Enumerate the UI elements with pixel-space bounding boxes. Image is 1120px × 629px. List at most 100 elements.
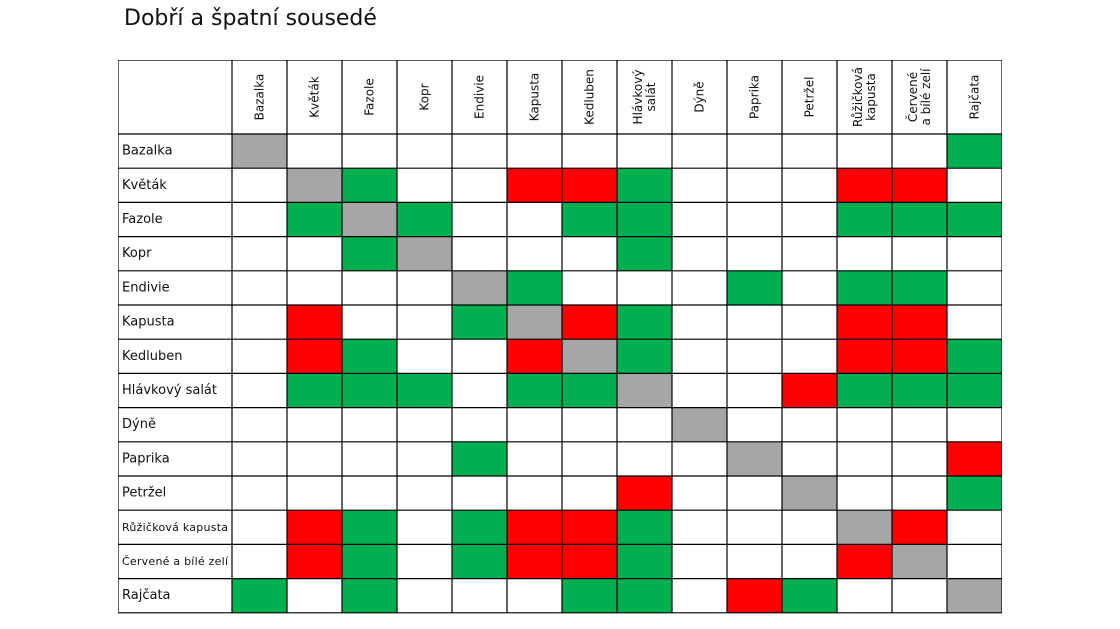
row-label-kvetak: Květák: [122, 178, 167, 193]
cell-none: [782, 134, 837, 169]
cell-none: [727, 510, 782, 545]
row-label-endivie: Endivie: [122, 280, 170, 295]
column-header-cervene-a-bile-zeli: Červené: [905, 72, 920, 122]
cell-self: [947, 578, 1002, 613]
cell-none: [727, 407, 782, 442]
column-header-kedluben: Kedluben: [583, 69, 597, 125]
cell-good: [892, 202, 947, 237]
cell-none: [727, 134, 782, 169]
cell-none: [342, 305, 397, 340]
cell-none: [397, 407, 452, 442]
cell-none: [232, 236, 287, 271]
cell-none: [507, 236, 562, 271]
cell-good: [507, 373, 562, 408]
matrix-labels: Bazalka Květák Fazole Kopr Endivie Kapusta Ked…: [122, 67, 982, 603]
column-header-hlavkovy-salat: salát: [644, 82, 658, 111]
cell-none: [397, 270, 452, 305]
column-header-petrzel: Petržel: [803, 77, 817, 118]
cell-none: [782, 236, 837, 271]
cell-none: [342, 270, 397, 305]
cell-none: [892, 476, 947, 511]
cell-good: [617, 202, 672, 237]
cell-good: [617, 168, 672, 203]
cell-bad: [837, 305, 892, 340]
cell-none: [727, 168, 782, 203]
cell-good: [397, 202, 452, 237]
column-header-hlavkovy-salat: Hlávkový: [631, 70, 645, 125]
cell-bad: [287, 510, 342, 545]
cell-bad: [782, 373, 837, 408]
cell-good: [837, 202, 892, 237]
cell-none: [452, 168, 507, 203]
cell-none: [232, 407, 287, 442]
cell-none: [397, 476, 452, 511]
matrix-gridlines: [118, 60, 1002, 614]
cell-none: [507, 476, 562, 511]
cell-none: [837, 134, 892, 169]
cell-good: [287, 373, 342, 408]
cell-self: [892, 544, 947, 579]
cell-none: [397, 441, 452, 476]
row-label-dyne: Dýně: [122, 417, 156, 432]
row-label-fazole: Fazole: [122, 212, 163, 227]
cell-none: [397, 339, 452, 374]
cell-good: [507, 270, 562, 305]
cell-good: [947, 373, 1002, 408]
cell-none: [947, 168, 1002, 203]
column-header-bazalka: Bazalka: [253, 74, 267, 121]
column-header-endivie: Endivie: [473, 75, 487, 119]
cell-none: [507, 578, 562, 613]
cell-good: [947, 202, 1002, 237]
cell-none: [562, 134, 617, 169]
cell-good: [342, 339, 397, 374]
cell-good: [562, 202, 617, 237]
cell-good: [837, 373, 892, 408]
cell-none: [507, 441, 562, 476]
column-header-cervene-a-bile-zeli: a bílé zelí: [919, 68, 933, 126]
cell-none: [727, 339, 782, 374]
cell-bad: [507, 339, 562, 374]
cell-none: [892, 236, 947, 271]
cell-bad: [507, 168, 562, 203]
cell-bad: [287, 339, 342, 374]
cell-none: [947, 407, 1002, 442]
cell-none: [727, 373, 782, 408]
column-header-kapusta: Kapusta: [528, 73, 542, 122]
cell-good: [727, 270, 782, 305]
cell-none: [672, 441, 727, 476]
cell-good: [452, 510, 507, 545]
cell-none: [287, 270, 342, 305]
cell-good: [342, 578, 397, 613]
cell-none: [342, 476, 397, 511]
cell-none: [782, 305, 837, 340]
cell-none: [507, 134, 562, 169]
cell-none: [892, 578, 947, 613]
cell-good: [892, 373, 947, 408]
cell-none: [342, 134, 397, 169]
cell-good: [232, 578, 287, 613]
row-label-ruzickova-kapusta: Růžičková kapusta: [122, 521, 228, 534]
cell-none: [837, 407, 892, 442]
cell-none: [232, 339, 287, 374]
cell-bad: [892, 168, 947, 203]
cell-bad: [562, 305, 617, 340]
cell-none: [672, 339, 727, 374]
cell-none: [782, 270, 837, 305]
cell-good: [837, 270, 892, 305]
cell-none: [727, 544, 782, 579]
cell-none: [507, 407, 562, 442]
cell-good: [947, 476, 1002, 511]
column-header-ruzickova-kapusta: Růžičková: [851, 67, 865, 127]
cell-none: [617, 134, 672, 169]
cell-none: [452, 373, 507, 408]
cell-none: [672, 270, 727, 305]
cell-none: [562, 236, 617, 271]
cell-none: [892, 441, 947, 476]
cell-none: [782, 168, 837, 203]
cell-none: [837, 578, 892, 613]
row-label-kapusta: Kapusta: [122, 315, 175, 330]
row-label-kedluben: Kedluben: [122, 349, 182, 364]
cell-none: [232, 544, 287, 579]
cell-none: [232, 476, 287, 511]
cell-none: [397, 544, 452, 579]
